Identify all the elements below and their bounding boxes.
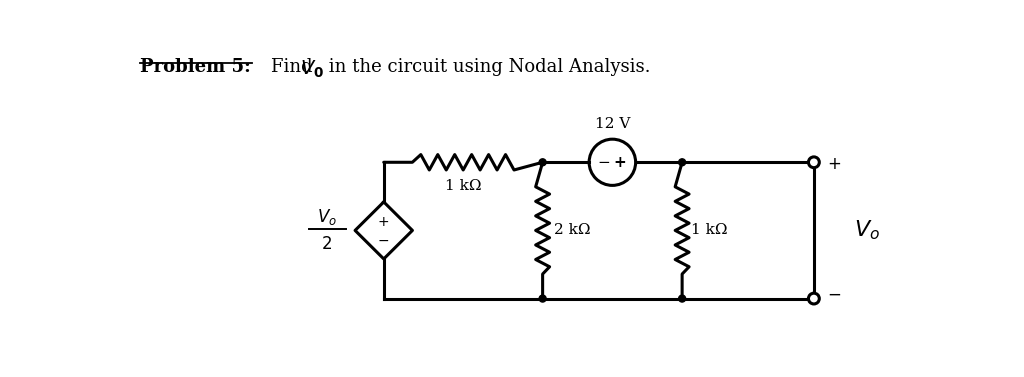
- Text: −: −: [378, 234, 389, 248]
- Text: $\mathit{V}_o$: $\mathit{V}_o$: [317, 207, 337, 227]
- Text: $\mathit{V}_o$: $\mathit{V}_o$: [854, 219, 881, 242]
- Text: 1 kΩ: 1 kΩ: [445, 179, 481, 193]
- Circle shape: [679, 159, 686, 166]
- Circle shape: [540, 159, 546, 166]
- Text: Find: Find: [271, 58, 318, 76]
- Text: 12 V: 12 V: [595, 118, 630, 132]
- Circle shape: [540, 295, 546, 302]
- Text: +: +: [613, 155, 626, 170]
- Text: $\mathbf{\mathit{V}_0}$: $\mathbf{\mathit{V}_0}$: [300, 58, 325, 80]
- Text: 1 kΩ: 1 kΩ: [691, 224, 728, 238]
- Circle shape: [809, 157, 819, 168]
- Circle shape: [679, 295, 686, 302]
- Text: 2: 2: [322, 234, 333, 253]
- Text: in the circuit using Nodal Analysis.: in the circuit using Nodal Analysis.: [324, 58, 651, 76]
- Circle shape: [809, 293, 819, 304]
- Text: Problem 5:: Problem 5:: [139, 58, 251, 76]
- Text: −: −: [597, 155, 610, 170]
- Text: +: +: [827, 155, 841, 173]
- Text: −: −: [827, 286, 841, 304]
- Text: +: +: [378, 215, 389, 229]
- Text: 2 kΩ: 2 kΩ: [554, 224, 591, 238]
